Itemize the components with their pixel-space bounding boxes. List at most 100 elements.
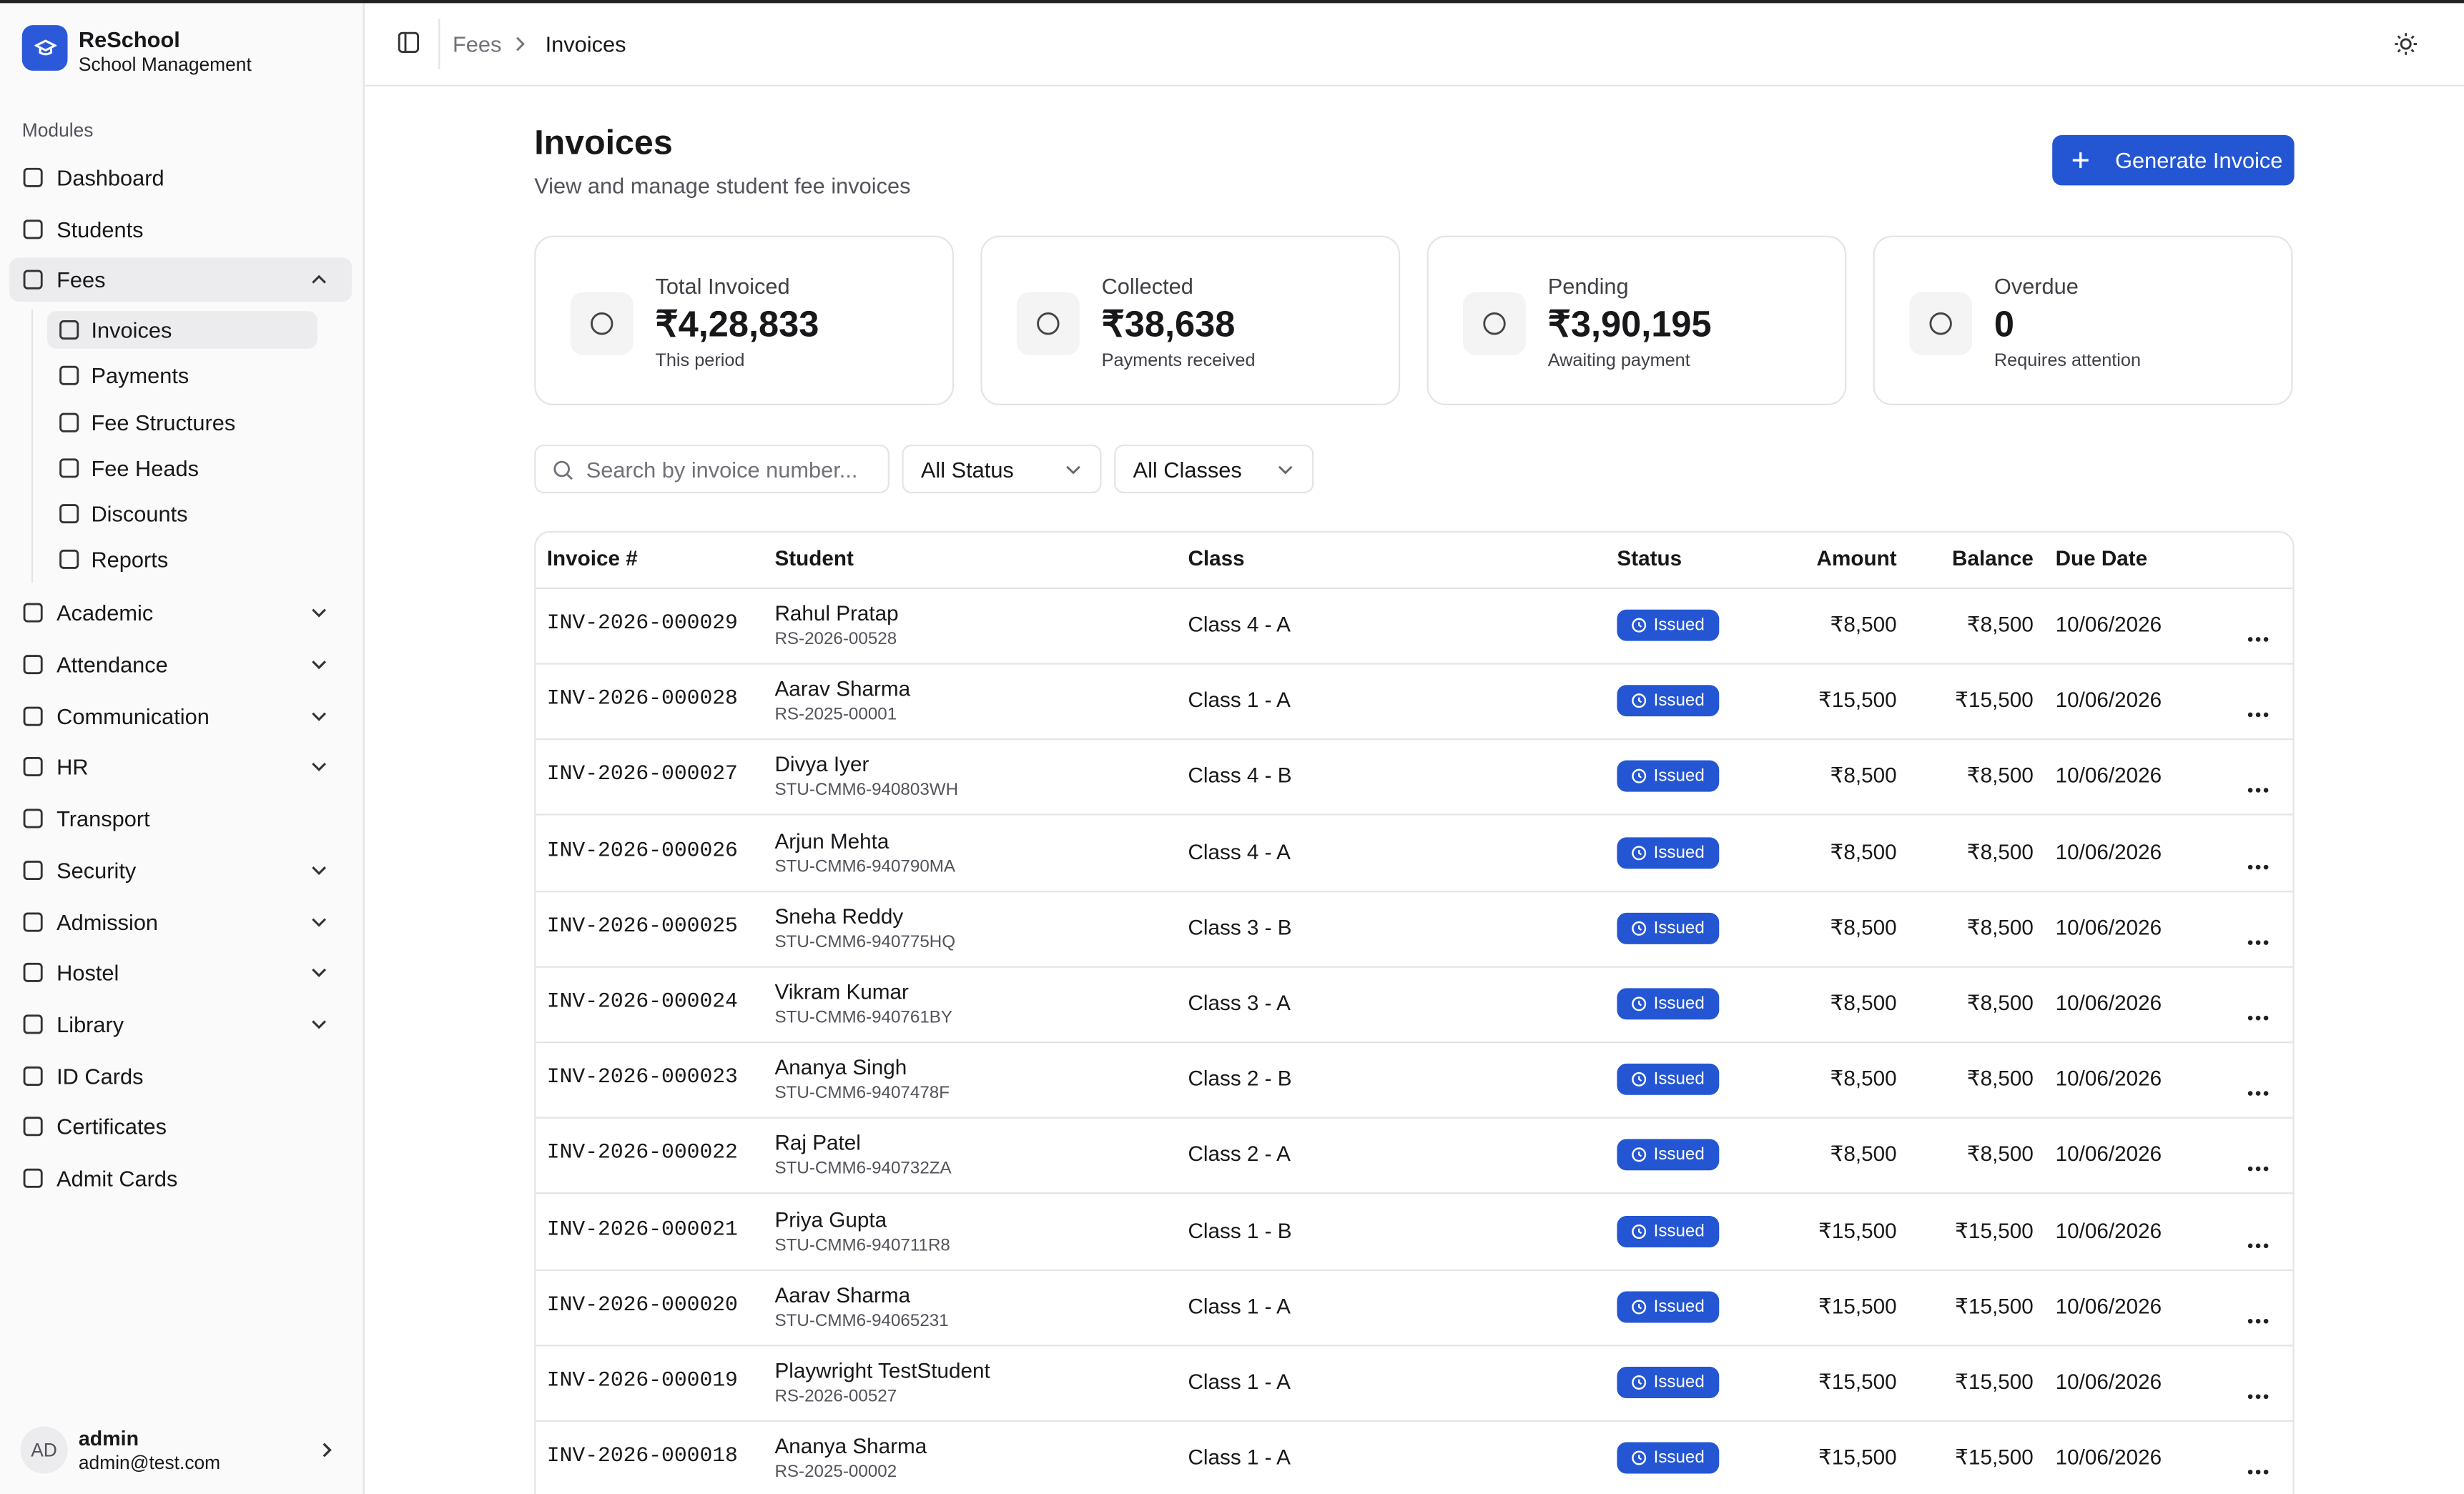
row-actions[interactable] — [2247, 925, 2270, 950]
stat-label: Pending — [1547, 273, 1629, 299]
stat-value: ₹38,638 — [1101, 303, 1236, 345]
balance: ₹8,500 — [1966, 915, 2034, 939]
row-actions[interactable] — [2247, 1001, 2270, 1026]
select[interactable]: All Status — [902, 444, 1102, 494]
column-header: Balance — [1952, 546, 2034, 570]
icon — [23, 603, 43, 623]
nav-item[interactable]: Fees — [9, 258, 353, 302]
nav-item[interactable]: Admit Cards — [9, 1157, 352, 1201]
sidebar-toggle[interactable] — [398, 31, 420, 54]
nav-label: Security — [56, 857, 137, 883]
status-label: Issued — [1653, 843, 1705, 862]
user[interactable]: AD admin admin@test.com — [0, 1406, 363, 1494]
nav-item[interactable]: Academic — [9, 591, 352, 635]
page-title: Invoices — [534, 122, 673, 162]
nav-item[interactable]: Transport — [9, 796, 352, 841]
balance: ₹8,500 — [1966, 613, 2034, 637]
row-actions[interactable] — [2247, 1380, 2270, 1405]
student-id: STU-CMM6-940761BY — [774, 1008, 953, 1028]
generate-button[interactable]: Generate Invoice — [2052, 135, 2295, 186]
nav-item[interactable]: HR — [9, 746, 352, 790]
status-badge: Issued — [1617, 1139, 1720, 1172]
row-border — [536, 1420, 2293, 1422]
invoice-number: INV-2026-000021 — [546, 1218, 738, 1242]
row-actions[interactable] — [2247, 1228, 2270, 1253]
nav-label: HR — [56, 754, 89, 780]
amount: ₹8,500 — [1830, 991, 1897, 1015]
balance: ₹8,500 — [1966, 763, 2034, 788]
nav-item[interactable]: Students — [9, 207, 352, 251]
stat-icon — [1463, 292, 1526, 355]
chevron — [322, 1443, 332, 1458]
due-date: 10/06/2026 — [2055, 839, 2162, 864]
theme-toggle[interactable] — [2395, 33, 2418, 55]
status-badge: Issued — [1617, 988, 1720, 1020]
nav-item[interactable]: Security — [9, 848, 352, 892]
select[interactable]: All Classes — [1114, 444, 1314, 494]
subnav-item[interactable]: Discounts — [47, 495, 317, 533]
breadcrumb-link[interactable]: Fees — [452, 31, 502, 57]
row-actions[interactable] — [2247, 698, 2270, 723]
row-actions[interactable] — [2247, 1455, 2270, 1480]
column-header: Invoice # — [546, 546, 638, 570]
subnav-item[interactable]: Invoices — [46, 311, 317, 350]
invoice-number: INV-2026-000023 — [546, 1067, 738, 1091]
stat-note: This period — [655, 352, 745, 371]
student-id: STU-CMM6-940790MA — [774, 857, 956, 876]
nav-item[interactable]: Attendance — [9, 643, 352, 687]
balance: ₹15,500 — [1955, 1218, 2034, 1242]
row-actions[interactable] — [2247, 1304, 2270, 1329]
row-actions[interactable] — [2247, 849, 2270, 874]
status-label: Issued — [1653, 1145, 1705, 1165]
brand-subtitle: School Management — [78, 53, 252, 76]
nav-item[interactable]: ID Cards — [9, 1054, 352, 1098]
user-email: admin@test.com — [78, 1451, 221, 1474]
student-name: Aarav Sharma — [774, 677, 911, 701]
icon — [23, 911, 43, 931]
icon — [23, 655, 43, 675]
subnav-item[interactable]: Fee Structures — [47, 403, 317, 441]
nav-label: Certificates — [56, 1114, 167, 1139]
class: Class 1 - A — [1188, 1445, 1291, 1470]
row-actions[interactable] — [2247, 622, 2270, 647]
icon — [23, 963, 43, 983]
nav-item[interactable]: Hostel — [9, 951, 352, 995]
nav-item[interactable]: Communication — [9, 694, 352, 738]
topbar: Fees Invoices — [364, 3, 2464, 86]
search[interactable]: Search by invoice number... — [534, 444, 889, 494]
amount: ₹8,500 — [1830, 613, 1897, 637]
nav-label: Library — [56, 1011, 124, 1037]
stat-note: Awaiting payment — [1547, 352, 1690, 371]
row-actions[interactable] — [2247, 773, 2270, 798]
chevron — [312, 711, 327, 721]
nav-tree-line — [31, 310, 34, 583]
chevron — [312, 1020, 327, 1029]
nav-item[interactable]: Admission — [9, 899, 352, 944]
balance: ₹15,500 — [1955, 1370, 2034, 1394]
row-actions[interactable] — [2247, 1152, 2270, 1177]
subnav-item[interactable]: Reports — [47, 540, 317, 578]
status-badge: Issued — [1617, 1215, 1720, 1247]
icon — [59, 503, 79, 523]
section-label: Modules — [21, 119, 94, 142]
nav-label: Academic — [56, 600, 154, 626]
row-border — [536, 814, 2293, 816]
subnav-item[interactable]: Fee Heads — [47, 449, 317, 487]
row-actions[interactable] — [2247, 1077, 2270, 1102]
amount: ₹15,500 — [1818, 1370, 1897, 1394]
student-name: Playwright TestStudent — [774, 1359, 990, 1382]
nav-item[interactable]: Certificates — [9, 1105, 352, 1149]
stat-label: Total Invoiced — [655, 273, 790, 299]
student-name: Raj Patel — [774, 1132, 861, 1156]
subnav-item[interactable]: Payments — [47, 357, 317, 395]
nav-item[interactable]: Dashboard — [9, 156, 352, 200]
invoice-number: INV-2026-000027 — [546, 763, 738, 788]
row-border — [536, 1344, 2293, 1346]
nav-item[interactable]: Library — [9, 1002, 352, 1047]
status-badge: Issued — [1617, 1291, 1720, 1323]
chevron — [1066, 465, 1080, 475]
amount: ₹8,500 — [1830, 1067, 1897, 1091]
icon — [23, 757, 43, 777]
icon — [23, 860, 43, 880]
stat-icon — [1016, 292, 1080, 355]
